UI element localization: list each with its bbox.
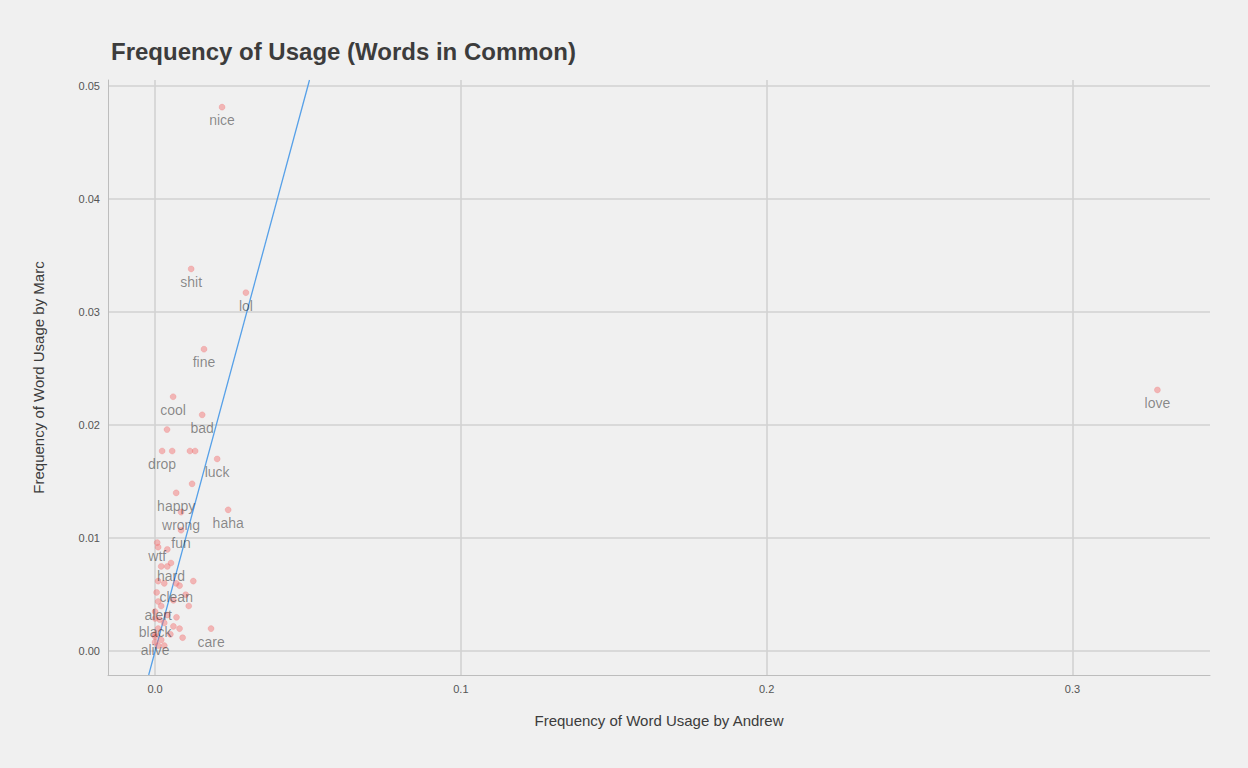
svg-text:0.3: 0.3	[1065, 683, 1080, 695]
svg-text:care: care	[197, 634, 224, 650]
svg-text:0.01: 0.01	[79, 532, 100, 544]
svg-text:wtf: wtf	[147, 548, 166, 564]
svg-text:Frequency of Word Usage by Mar: Frequency of Word Usage by Marc	[30, 261, 47, 494]
svg-text:lol: lol	[239, 298, 253, 314]
svg-text:cool: cool	[160, 402, 186, 418]
svg-text:wrong: wrong	[161, 517, 200, 533]
svg-text:happy: happy	[157, 498, 195, 514]
svg-text:alert: alert	[145, 607, 172, 623]
svg-text:fine: fine	[193, 354, 216, 370]
svg-text:black: black	[139, 624, 173, 640]
svg-text:fun: fun	[171, 535, 190, 551]
svg-text:0.1: 0.1	[453, 683, 468, 695]
svg-text:shit: shit	[180, 274, 202, 290]
svg-text:nice: nice	[209, 112, 235, 128]
svg-text:0.0: 0.0	[147, 683, 162, 695]
svg-text:0.04: 0.04	[79, 193, 100, 205]
svg-text:clean: clean	[159, 589, 192, 605]
svg-text:luck: luck	[205, 464, 231, 480]
svg-text:0.05: 0.05	[79, 80, 100, 92]
svg-text:0.2: 0.2	[759, 683, 774, 695]
svg-text:Frequency of Word Usage by And: Frequency of Word Usage by Andrew	[534, 712, 783, 729]
svg-text:haha: haha	[213, 515, 244, 531]
svg-text:Frequency of Usage (Words in C: Frequency of Usage (Words in Common)	[111, 38, 576, 65]
svg-text:hard: hard	[157, 568, 185, 584]
svg-text:alive: alive	[141, 642, 170, 658]
svg-text:drop: drop	[148, 456, 176, 472]
svg-text:bad: bad	[190, 420, 213, 436]
svg-text:0.03: 0.03	[79, 306, 100, 318]
svg-text:0.02: 0.02	[79, 419, 100, 431]
svg-text:love: love	[1145, 395, 1171, 411]
svg-text:0.00: 0.00	[79, 645, 100, 657]
